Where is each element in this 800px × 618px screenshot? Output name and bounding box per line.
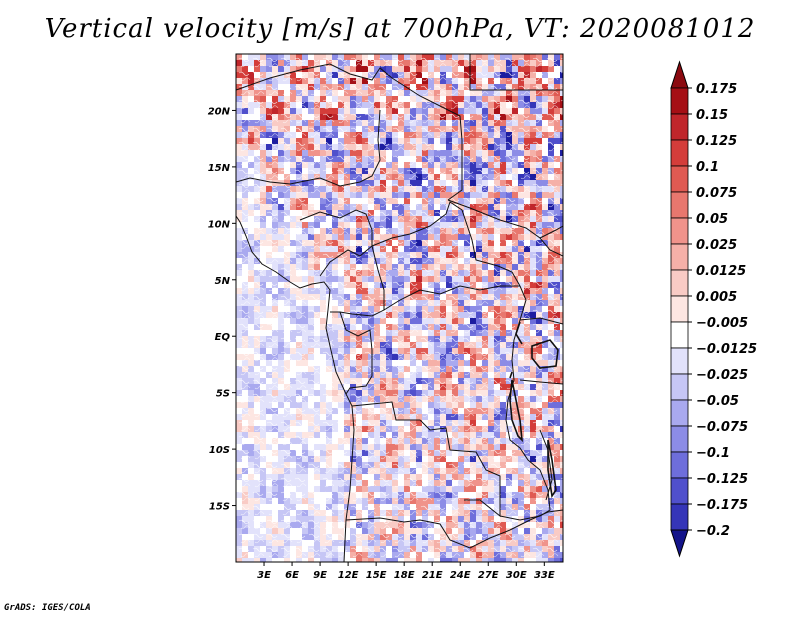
colorbar-segment: [670, 269, 689, 297]
contour-texture: [236, 54, 563, 562]
lat-tick-label: 5S: [216, 389, 230, 400]
colorbar-label: 0.1: [696, 160, 719, 175]
lon-tick-label: 27E: [478, 570, 499, 581]
colorbar-label: 0.175: [696, 82, 737, 97]
lakes: [509, 321, 559, 499]
colorbar-segment: [670, 477, 689, 505]
border-zambia-mozambique: [509, 509, 563, 531]
colorbar-segment: [670, 321, 689, 349]
colorbar-segment: [670, 113, 689, 141]
grads-credit: GrADS: IGES/COLA: [4, 603, 91, 613]
colorbar-segment: [670, 217, 689, 245]
map-frame: [235, 53, 564, 563]
border-tanzania: [519, 379, 563, 385]
colorbar-label: −0.175: [696, 498, 748, 513]
lat-tick-label: 15N: [208, 163, 231, 174]
colorbar-top-arrow: [670, 60, 689, 89]
colorbar-segment: [670, 451, 689, 479]
colorbar-segment: [670, 191, 689, 219]
colorbar-label: 0.075: [696, 186, 737, 201]
border-north: [236, 63, 463, 201]
lon-tick-label: 3E: [257, 570, 271, 581]
colorbar-segment: [670, 165, 689, 193]
colorbar-segment: [670, 243, 689, 271]
lon-tick-label: 33E: [534, 570, 555, 581]
lon-tick-label: 15E: [366, 570, 387, 581]
lake-kivu: [509, 371, 513, 379]
axis-ticks: 20N 15N 10N 5N EQ 5S 10S 15S 3E 6E 9E 12E 15E 18E 21E 2…: [208, 106, 555, 581]
lon-tick-label: 30E: [506, 570, 527, 581]
border-chad-car: [371, 201, 521, 287]
lake-malawi: [547, 439, 557, 499]
coastline: [236, 215, 355, 562]
border-cameroon: [330, 245, 385, 317]
lake-albert: [515, 321, 523, 345]
map-title: Vertical velocity [m/s] at 700hPa, VT: 2…: [44, 14, 756, 44]
lon-tick-label: 24E: [450, 570, 471, 581]
border-east: [539, 225, 563, 239]
border-sudan-south: [447, 199, 563, 257]
lat-tick-label: 10N: [208, 219, 231, 230]
colorbar-label: −0.075: [696, 420, 748, 435]
country-borders: [236, 54, 563, 562]
lon-tick-label: 18E: [394, 570, 415, 581]
colorbar: 0.175 0.15 0.125 0.1 0.075 0.05 0.025 0.0125 0.0…: [670, 60, 757, 558]
border-uganda-kenya: [519, 317, 563, 325]
lat-tick-label: 10S: [209, 445, 230, 456]
colorbar-segment: [670, 399, 689, 427]
colorbar-label: 0.0125: [696, 264, 746, 279]
lat-tick-label: EQ: [215, 332, 231, 343]
border-nigeria: [299, 209, 373, 277]
lat-tick-label: 5N: [215, 276, 231, 287]
colorbar-bottom-arrow: [670, 529, 689, 558]
lat-tick-label: 15S: [209, 502, 230, 513]
colorbar-label: −0.125: [696, 472, 748, 487]
colorbar-segment: [670, 295, 689, 323]
lon-tick-label: 21E: [422, 570, 443, 581]
lake-victoria: [531, 339, 559, 369]
border-libya-egypt: [469, 54, 563, 91]
colorbar-label: −0.0125: [696, 342, 757, 357]
colorbar-segment: [670, 425, 689, 453]
lon-tick-label: 9E: [313, 570, 327, 581]
border-niger-chad: [236, 109, 381, 187]
colorbar-label: −0.2: [696, 524, 730, 539]
colorbar-label: −0.05: [696, 394, 739, 409]
colorbar-segment: [670, 373, 689, 401]
colorbar-label: 0.005: [696, 290, 737, 305]
colorbar-label: −0.1: [696, 446, 730, 461]
border-malawi: [539, 429, 553, 501]
colorbar-label: 0.15: [696, 108, 728, 123]
lon-tick-label: 6E: [285, 570, 299, 581]
colorbar-segment: [670, 139, 689, 167]
border-angola-drc: [351, 401, 501, 518]
lake-tanganyika: [509, 379, 524, 443]
border-angola-south: [345, 517, 511, 549]
border-congo: [339, 311, 373, 395]
colorbar-label: 0.05: [696, 212, 728, 227]
lon-tick-label: 12E: [338, 570, 359, 581]
colorbar-label: −0.005: [696, 316, 748, 331]
lat-tick-label: 20N: [208, 106, 231, 117]
colorbar-label: 0.125: [696, 134, 737, 149]
colorbar-segment: [670, 87, 689, 115]
colorbar-segment: [670, 503, 689, 531]
colorbar-label: 0.025: [696, 238, 737, 253]
colorbar-label: −0.025: [696, 368, 748, 383]
colorbar-segment: [670, 347, 689, 375]
border-car-drc: [383, 285, 520, 311]
